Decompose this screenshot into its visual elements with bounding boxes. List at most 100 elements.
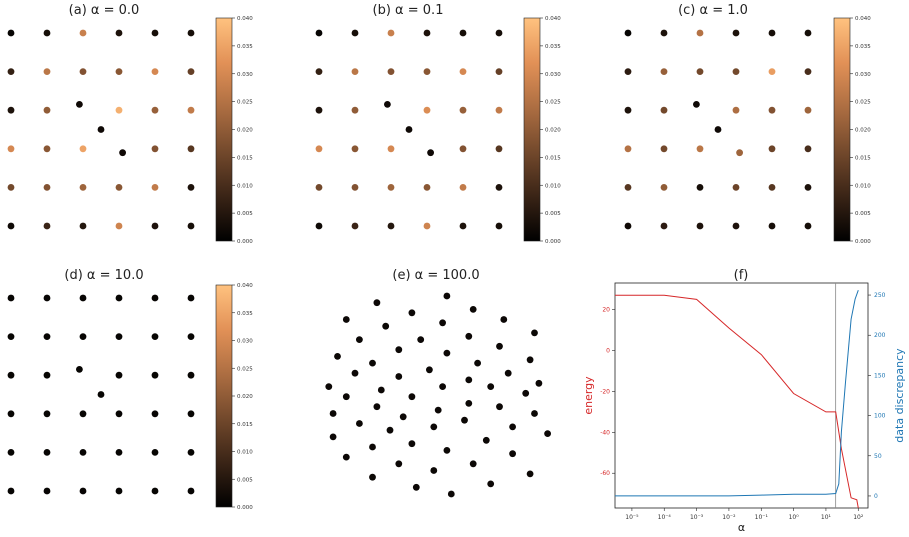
panel-e-point-26 <box>496 403 503 411</box>
panel-c-point-4 <box>768 29 776 37</box>
panel-a-point-26 <box>43 184 51 191</box>
panel-d-point-1 <box>43 294 51 302</box>
panel-a-point-5 <box>187 29 195 37</box>
panel-b-point-23 <box>459 145 467 153</box>
panel-a-point-10 <box>151 68 159 75</box>
panel-d-point-34 <box>115 487 123 495</box>
panel-d-point-33 <box>79 487 87 495</box>
panel-f-xtick-label-0: 10⁻⁵ <box>625 514 639 521</box>
panel-b-colorbar-label-8: 0.040 <box>545 16 561 22</box>
panel-a-point-18 <box>97 126 105 133</box>
panel-c-point-8 <box>696 68 704 75</box>
panel-b-point-10 <box>459 68 467 75</box>
panel-c-point-16 <box>768 106 776 114</box>
panel-a-point-2 <box>79 29 87 37</box>
panel-e-point-16 <box>386 426 394 434</box>
panel-c-point-14 <box>693 101 700 108</box>
panel-c-point-11 <box>804 68 812 75</box>
panel-e-point-23 <box>329 410 337 417</box>
panel-a-colorbar-label-5: 0.025 <box>237 100 253 106</box>
panel-b-point-4 <box>459 29 467 37</box>
panel-c-colorbar-label-0: 0.000 <box>855 239 871 245</box>
panel-e-point-3 <box>369 473 376 481</box>
panel-b-point-18 <box>405 126 413 133</box>
panel-e-point-15 <box>544 430 551 437</box>
panel-a-point-7 <box>43 68 51 75</box>
panel-c-point-30 <box>804 184 812 191</box>
panel-f-xtick-label-1: 10⁻⁴ <box>658 514 672 521</box>
panel-a-point-25 <box>7 184 15 191</box>
panel-e-point-28 <box>342 393 350 401</box>
panel-a-colorbar-label-4: 0.020 <box>237 128 253 134</box>
panel-a-colorbar-label-3: 0.015 <box>237 155 253 161</box>
panel-b-point-12 <box>315 106 323 114</box>
panel-c-point-9 <box>732 68 740 75</box>
panel-a-point-33 <box>79 222 87 230</box>
panel-e-point-47 <box>496 342 503 350</box>
panel-e-point-46 <box>395 346 403 354</box>
panel-c-point-34 <box>732 222 740 230</box>
panel-b-point-16 <box>459 106 467 114</box>
panel-c-point-27 <box>696 184 704 191</box>
panel-c-point-13 <box>660 106 668 114</box>
panel-d-colorbar <box>215 284 233 508</box>
panel-d-point-0 <box>7 294 15 302</box>
panel-d-point-17 <box>187 371 195 379</box>
panel-d-point-18 <box>97 391 105 398</box>
panel-d-point-23 <box>151 410 159 418</box>
panel-a-point-16 <box>151 106 159 114</box>
panel-e-point-1 <box>412 483 420 491</box>
panel-e-point-2 <box>487 480 495 488</box>
panel-e-point-9 <box>509 450 516 458</box>
panel-c-point-33 <box>696 222 704 230</box>
panel-c-point-26 <box>660 184 668 191</box>
panel-f-xtick-label-7: 10² <box>853 514 864 521</box>
panel-d-title: (d) α = 10.0 <box>64 268 144 283</box>
panel-a-point-13 <box>43 106 51 114</box>
panel-a-point-4 <box>151 29 159 37</box>
panel-e-point-20 <box>461 416 468 424</box>
panel-b-point-28 <box>423 184 431 191</box>
panel-e-point-22 <box>531 410 538 417</box>
panel-c-point-7 <box>660 68 668 75</box>
panel-d-point-35 <box>151 487 159 495</box>
panel-e-point-8 <box>342 453 350 461</box>
panel-f-ytick-left-label-3: -40 <box>600 429 610 436</box>
panel-b-point-26 <box>351 184 359 191</box>
panel-b-point-30 <box>495 184 503 191</box>
panel-e-point-14 <box>329 433 337 441</box>
panel-c-colorbar-label-8: 0.040 <box>855 16 871 22</box>
panel-e-point-57 <box>469 306 477 313</box>
panel-a-point-21 <box>79 145 87 153</box>
panel-e-point-53 <box>439 319 446 327</box>
panel-e-point-39 <box>504 369 512 377</box>
panel-b-colorbar-label-5: 0.025 <box>545 100 561 106</box>
panel-a-colorbar <box>215 17 233 242</box>
panel-e-point-58 <box>373 299 381 307</box>
panel-c-point-36 <box>804 222 812 230</box>
panel-e-point-49 <box>417 336 425 343</box>
panel-b-point-13 <box>351 106 359 114</box>
panel-b-point-17 <box>495 106 503 114</box>
panel-d-colorbar-label-6: 0.030 <box>237 339 253 345</box>
panel-f-xtick-label-4: 10⁻¹ <box>755 514 769 521</box>
panel-e-point-0 <box>447 490 455 498</box>
panel-a-title: (a) α = 0.0 <box>68 3 140 18</box>
panel-d-point-24 <box>187 410 195 418</box>
panel-c-point-18 <box>714 126 722 133</box>
panel-c-point-12 <box>624 106 632 114</box>
panel-e-point-10 <box>443 447 451 454</box>
panel-f-ytick-right-label-4: 50 <box>874 453 882 460</box>
panel-a-point-30 <box>187 184 195 191</box>
panel-c-point-21 <box>696 145 704 153</box>
panel-b-colorbar-label-1: 0.005 <box>545 211 561 217</box>
panel-e-point-48 <box>356 336 363 343</box>
panel-f-ytick-left-label-0: 20 <box>602 307 610 314</box>
panel-a-point-20 <box>43 145 51 153</box>
panel-d-point-7 <box>43 333 51 340</box>
panel-a-point-19 <box>7 145 15 153</box>
panel-d-point-13 <box>43 371 51 379</box>
panel-c-point-28 <box>732 184 740 191</box>
panel-c-point-35 <box>768 222 776 230</box>
panel-f-xtick-label-5: 10⁰ <box>789 514 800 521</box>
